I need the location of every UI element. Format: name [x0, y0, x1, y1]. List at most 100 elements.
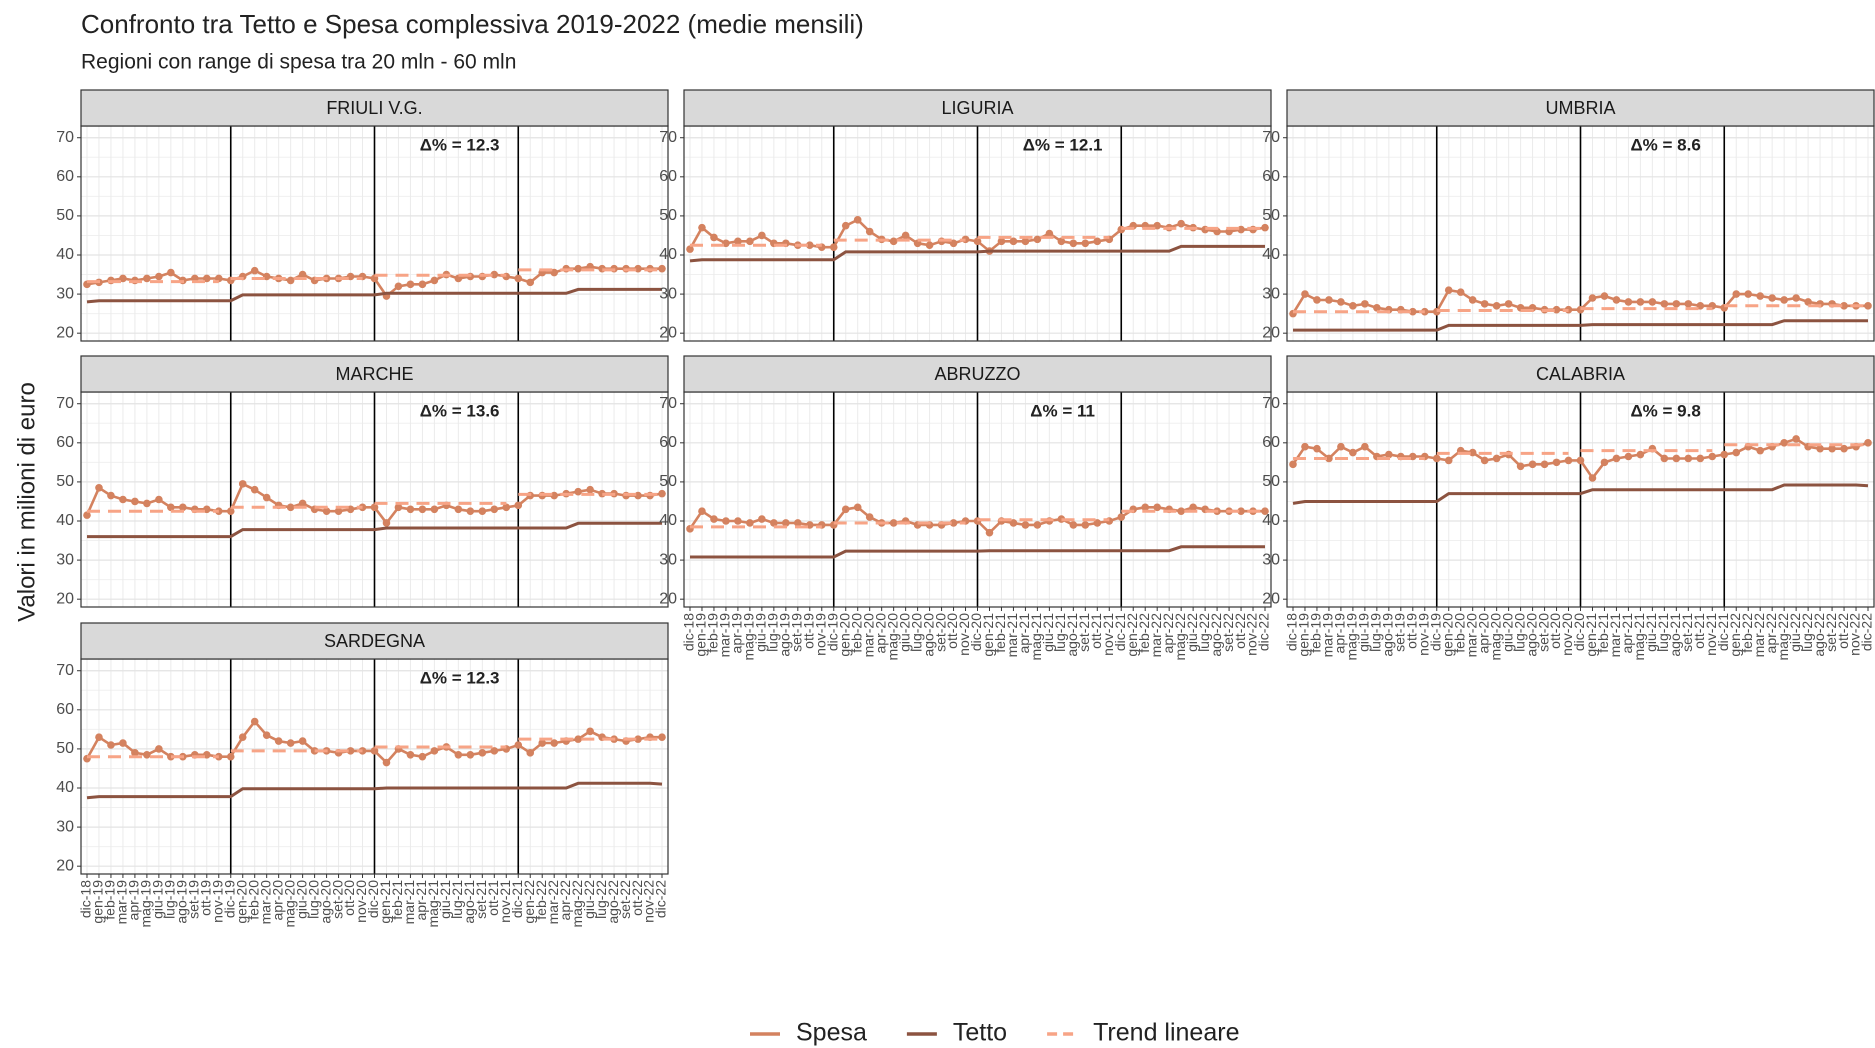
- point: [107, 491, 115, 500]
- x-tick-label: lug-20: [305, 880, 321, 919]
- point: [454, 505, 463, 514]
- point: [1261, 507, 1269, 516]
- point: [1313, 296, 1321, 304]
- x-tick-label: giu-22: [581, 880, 597, 919]
- series-line: [1293, 319, 1868, 332]
- y-axis-title: Valori in milioni di euro: [13, 382, 40, 622]
- x-tick-label: set-22: [1823, 613, 1839, 652]
- point: [758, 515, 766, 523]
- x-tick-label: apr-20: [269, 880, 285, 921]
- point: [1444, 286, 1453, 294]
- x-tick-label: lug-20: [1511, 613, 1527, 652]
- x-tick-label: feb-21: [992, 613, 1008, 653]
- point: [550, 739, 558, 747]
- point: [1093, 237, 1102, 246]
- strip: [683, 355, 1272, 393]
- y-tick-label: 50: [56, 740, 74, 757]
- point: [1792, 435, 1800, 443]
- x-tick-label: mar-22: [1751, 613, 1767, 658]
- annotation: Δ% = 12.1: [1023, 135, 1103, 154]
- point: [865, 513, 874, 521]
- y-tick-label: 50: [56, 207, 74, 224]
- point: [574, 487, 582, 496]
- point: [1480, 300, 1489, 308]
- y-tick-label: 20: [56, 857, 74, 874]
- point: [1237, 507, 1245, 516]
- y-tick-label: 50: [659, 207, 677, 224]
- point: [1816, 444, 1824, 453]
- point: [155, 272, 163, 281]
- point: [901, 231, 910, 240]
- point: [250, 266, 259, 275]
- chart-title: Confronto tra Tetto e Spesa complessiva …: [81, 9, 864, 39]
- y-tick-label: 20: [56, 324, 74, 341]
- x-tick-label: dic-21: [509, 880, 525, 918]
- series-line: [689, 244, 1265, 263]
- point: [758, 231, 766, 240]
- point: [1045, 229, 1054, 238]
- point: [1432, 454, 1441, 463]
- point: [1081, 521, 1090, 529]
- point: [298, 737, 307, 745]
- point: [658, 733, 666, 741]
- y-tick-label: 40: [659, 246, 677, 263]
- point: [1189, 503, 1197, 512]
- x-tick-label: dic-18: [681, 613, 697, 651]
- x-tick-label: giu-21: [1040, 613, 1056, 652]
- point: [1552, 458, 1561, 467]
- point: [1840, 302, 1848, 310]
- y-tick-label: 70: [1262, 129, 1280, 146]
- point: [226, 752, 235, 761]
- x-tick-label: feb-22: [533, 880, 549, 920]
- point: [478, 749, 487, 757]
- x-tick-label: feb-19: [102, 880, 118, 920]
- legend-label: Tetto: [953, 1019, 1007, 1047]
- x-tick-label: gen-20: [233, 880, 249, 924]
- y-tick-label: 60: [56, 701, 74, 718]
- point: [1057, 237, 1066, 246]
- point: [143, 274, 151, 283]
- point: [1636, 450, 1645, 459]
- point: [490, 747, 499, 755]
- x-tick-label: lug-22: [1196, 613, 1212, 652]
- series-line: [86, 781, 663, 800]
- strip-label: CALABRIA: [1536, 364, 1625, 384]
- point: [734, 517, 742, 525]
- point: [782, 519, 790, 527]
- point: [1672, 300, 1681, 308]
- x-tick-label: gen-21: [980, 613, 996, 657]
- x-tick-label: nov-21: [1703, 613, 1719, 656]
- y-tick-label: 60: [1262, 168, 1280, 185]
- point: [746, 519, 754, 527]
- x-tick-label: dic-22: [1256, 613, 1272, 651]
- point: [1444, 456, 1453, 465]
- x-tick-label: lug-19: [162, 880, 178, 919]
- x-tick-label: giu-20: [293, 880, 309, 919]
- point: [143, 750, 151, 759]
- point: [574, 264, 582, 273]
- x-tick-label: mar-19: [114, 880, 130, 925]
- point: [167, 268, 175, 277]
- point: [1792, 294, 1800, 302]
- y-tick-label: 40: [1262, 512, 1280, 529]
- x-tick-label: nov-22: [1847, 613, 1863, 656]
- x-tick-label: ago-20: [920, 613, 936, 657]
- point: [310, 747, 319, 755]
- annotation: Δ% = 12.3: [420, 135, 500, 154]
- point: [1588, 474, 1597, 482]
- x-tick-label: apr-19: [126, 880, 142, 921]
- point: [1337, 298, 1345, 306]
- y-tick-label: 30: [659, 551, 677, 568]
- x-tick-label: ott-20: [341, 880, 357, 916]
- point: [418, 505, 427, 514]
- point: [658, 489, 666, 498]
- y-tick-label: 40: [56, 512, 74, 529]
- strip: [1286, 89, 1875, 127]
- x-tick-label: dic-19: [221, 880, 237, 918]
- y-tick-label: 20: [56, 590, 74, 607]
- x-tick-label: ott-19: [1403, 613, 1419, 649]
- x-tick-label: set-20: [1535, 613, 1551, 652]
- x-tick-label: mar-21: [1004, 613, 1020, 658]
- x-tick-label: mag-19: [741, 613, 757, 661]
